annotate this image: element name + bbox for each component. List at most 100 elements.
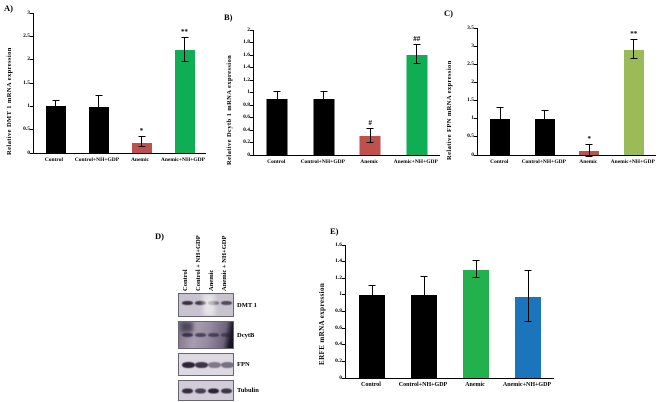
- panel-d-letter: D): [155, 231, 164, 241]
- blot-lane-labels: Control Control + NH+GDP Anemic Anemic + NH…: [178, 207, 232, 291]
- y-tick-mark: [250, 117, 254, 118]
- y-tick-mark: [342, 244, 346, 246]
- error-bar-line: [369, 129, 371, 142]
- y-tick-label: 0.2: [335, 357, 342, 364]
- error-bar: [366, 128, 374, 143]
- erfe-mrna-bar-chart: ERFE mRNA expression 0 0.2 0.4 0.6 0.8 1 1.2 1.4…: [316, 242, 660, 402]
- y-tick-label: 0: [247, 151, 250, 158]
- blot-band: [195, 333, 206, 337]
- y-tick-label: 2.5: [23, 32, 30, 39]
- error-bar: [630, 38, 638, 59]
- y-tick-label: 0.8: [243, 101, 250, 108]
- blot-strip-tubulin: [178, 380, 234, 401]
- y-tick-mark: [30, 152, 34, 154]
- chart-body: 0 0.5 1 1.5 2 2.5 3 3.5 * ** Control Control+NH+GDP…: [467, 25, 656, 192]
- y-tick-label: 1: [247, 89, 250, 95]
- y-tick-mark: [30, 12, 34, 14]
- chart-body: 0 0.5 1 1.5 2 2.5 3 * ** Control Control+NH+GDP Ane…: [23, 10, 206, 189]
- significance-marker: **: [630, 29, 638, 38]
- bars: * **: [34, 13, 206, 153]
- y-tick-label: 2.5: [467, 60, 474, 67]
- blot-band: [195, 388, 206, 393]
- x-category-label: Anemic+NH+GDP: [160, 157, 205, 163]
- y-tick-label: 1.4: [335, 258, 342, 265]
- blot-row: DMT 1: [178, 293, 259, 317]
- error-bar: [496, 106, 504, 129]
- error-bar-line: [141, 137, 142, 147]
- y-tick-mark: [30, 105, 34, 107]
- x-category-label: Control: [361, 382, 381, 388]
- error-bar: [524, 270, 532, 323]
- y-tick-label: 0.6: [243, 114, 250, 120]
- plot-area: 0 0.2 0.4 0.6 0.8 1 1.2 1.4 1.6: [335, 242, 554, 381]
- blot-lane-label: Anemic: [208, 269, 215, 291]
- y-axis-label: Relative Dcytb 1 mRNA expression: [226, 54, 233, 166]
- error-bar-line: [475, 260, 477, 278]
- x-category-label: Control+NH+GDP: [521, 159, 566, 165]
- bar-1: [490, 118, 511, 155]
- y-tick-label: 1.4: [243, 64, 250, 70]
- bar-3: [131, 142, 152, 153]
- chart-body: 0 0.2 0.4 0.6 0.8 1 1.2 1.4 1.6 1.8 2 # ## Control Con…: [243, 27, 440, 190]
- x-category-label: Control+NH+GDP: [398, 382, 448, 388]
- blot-band: [182, 388, 193, 393]
- blot-row-label: DMT 1: [237, 301, 257, 309]
- y-tick-label: 3: [471, 42, 474, 49]
- x-category-label: Anemic: [465, 382, 485, 388]
- y-tick-mark: [250, 92, 254, 93]
- error-bar-line: [184, 37, 185, 61]
- error-bar-line: [588, 144, 590, 156]
- error-bar-line: [98, 96, 99, 117]
- bar-2: [534, 118, 555, 155]
- bars: * **: [478, 28, 656, 157]
- y-tick-label: 0.2: [243, 139, 250, 145]
- bar-slot: [346, 245, 398, 378]
- y-tick-label: 0.4: [243, 126, 250, 133]
- y-tick-label: 2: [471, 78, 474, 85]
- blot-strip-fpn: [178, 353, 234, 376]
- panel-e: E) ERFE mRNA expression 0 0.2 0.4 0.6 0.8 1 1.2…: [316, 224, 660, 402]
- y-tick-mark: [474, 27, 478, 29]
- y-axis-label: ERFE mRNA expression: [318, 282, 326, 365]
- bar-4: [406, 55, 428, 155]
- blot-row: DcytB: [178, 321, 259, 349]
- y-tick-label: 0.8: [335, 308, 342, 314]
- y-tick-mark: [474, 136, 478, 138]
- bar-slot: [502, 245, 554, 378]
- blot-band: [221, 301, 232, 306]
- error-bar: [413, 43, 421, 65]
- blot-lane-label: Control + NH+GDP: [195, 235, 202, 291]
- y-tick-mark: [474, 154, 478, 156]
- panel-a-letter: A): [4, 3, 13, 13]
- error-bar: [585, 143, 593, 157]
- y-tick-mark: [250, 79, 254, 81]
- blot-strips: DMT 1 DcytB FPN Tubulin: [178, 293, 259, 402]
- x-category-label: Control: [44, 157, 63, 163]
- error-bar: [138, 136, 145, 148]
- y-tick-mark: [250, 54, 254, 56]
- y-tick-mark: [342, 311, 346, 312]
- y-tick-label: 1.2: [243, 76, 250, 83]
- error-bar: [95, 95, 102, 118]
- bar-slot: [34, 13, 77, 153]
- bars: # ##: [254, 30, 440, 155]
- bar-1: [266, 98, 288, 155]
- bar-3: [463, 269, 489, 378]
- error-bar-line: [371, 285, 373, 303]
- y-tick-mark: [342, 377, 346, 379]
- y-tick-label: 2: [27, 56, 30, 63]
- blot-band: [221, 361, 233, 368]
- panel-a: A) Relative DMT 1 mRNA expression 0 0.5 1 1.…: [4, 3, 217, 189]
- blot-band: [208, 333, 219, 337]
- blot-band: [221, 388, 232, 393]
- blot-row-label: DcytB: [237, 331, 255, 339]
- y-tick-mark: [342, 277, 346, 279]
- bar-slot: **: [163, 13, 206, 153]
- error-bar: [541, 110, 549, 126]
- y-tick-mark: [250, 29, 254, 31]
- y-tick-label: 1: [471, 115, 474, 122]
- y-tick-mark: [474, 63, 478, 65]
- significance-marker: *: [587, 134, 592, 143]
- y-tick-mark: [342, 294, 346, 296]
- blot-band: [182, 361, 195, 368]
